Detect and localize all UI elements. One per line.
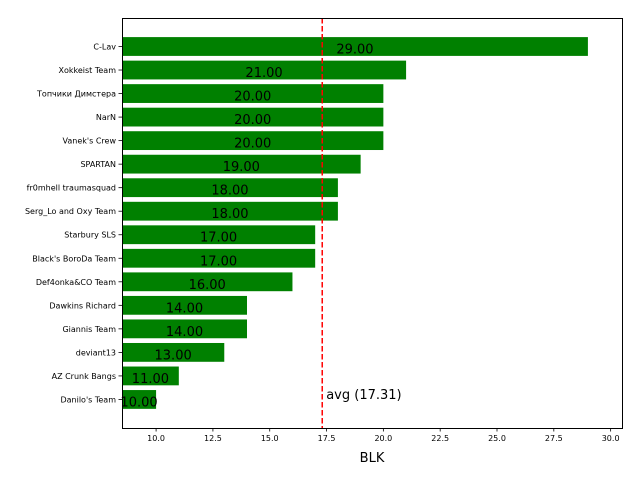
category-label: Giannis Team xyxy=(62,325,116,334)
category-label: Xokkeist Team xyxy=(59,66,117,75)
bar xyxy=(122,37,588,56)
value-label: 13.00 xyxy=(155,348,192,363)
value-label: 20.00 xyxy=(234,137,271,152)
value-label: 14.00 xyxy=(166,325,203,340)
bar xyxy=(122,366,179,386)
bar xyxy=(122,248,316,268)
category-label: NarN xyxy=(96,113,116,122)
bar xyxy=(122,342,225,362)
bar xyxy=(122,60,407,80)
value-label: 10.00 xyxy=(120,395,157,410)
category-label: Serg_Lo and Oxy Team xyxy=(25,207,116,216)
category-label: Vanek's Crew xyxy=(63,137,117,146)
category-label: C-Lav xyxy=(93,43,116,52)
value-label: 16.00 xyxy=(189,278,226,293)
x-tick-label: 15.0 xyxy=(261,434,279,443)
value-label: 11.00 xyxy=(132,372,169,387)
average-label: avg (17.31) xyxy=(326,388,401,403)
x-tick-label: 22.5 xyxy=(431,434,449,443)
bar xyxy=(122,84,384,103)
category-label: Starbury SLS xyxy=(64,231,116,240)
x-tick-label: 10.0 xyxy=(147,434,165,443)
category-label: Топчики Димстера xyxy=(36,90,116,99)
bar xyxy=(122,225,316,245)
bar xyxy=(122,154,361,174)
x-tick-label: 27.5 xyxy=(545,434,563,443)
x-tick-label: 30.0 xyxy=(602,434,620,443)
category-label: deviant13 xyxy=(76,348,116,357)
category-label: Danilo's Team xyxy=(60,395,116,404)
value-label: 18.00 xyxy=(211,207,248,222)
category-label: Dawkins Richard xyxy=(49,301,116,310)
category-label: Def4onka&CO Team xyxy=(36,278,116,287)
x-axis-label: BLK xyxy=(360,451,385,466)
value-labels: 29.00 21.00 20.00 20.00 20.00 19.00 18.00 18.00… xyxy=(120,43,373,411)
value-label: 19.00 xyxy=(223,160,260,175)
category-label: fr0mhell traumasquad xyxy=(27,184,116,193)
x-tick-label: 12.5 xyxy=(204,434,222,443)
x-tick-label: 20.0 xyxy=(374,434,392,443)
x-tick-label: 17.5 xyxy=(318,434,336,443)
bar xyxy=(122,272,293,292)
bar xyxy=(122,178,338,198)
value-label: 20.00 xyxy=(234,113,271,128)
bar xyxy=(122,107,384,127)
bar xyxy=(122,131,384,151)
category-label: AZ Crunk Bangs xyxy=(52,372,116,381)
x-tick-label: 25.0 xyxy=(488,434,506,443)
bar xyxy=(122,390,157,409)
value-label: 17.00 xyxy=(200,231,237,246)
value-label: 21.00 xyxy=(245,66,282,81)
category-label: Black's BoroDa Team xyxy=(32,254,116,263)
value-label: 29.00 xyxy=(336,43,373,58)
bar xyxy=(122,319,247,339)
bar xyxy=(122,201,338,221)
value-label: 20.00 xyxy=(234,90,271,105)
value-label: 17.00 xyxy=(200,254,237,269)
value-label: 18.00 xyxy=(211,184,248,199)
x-axis-ticks: 10.0 12.5 15.0 17.5 20.0 22.5 25.0 27.5 30.0 xyxy=(147,428,620,443)
bar xyxy=(122,295,247,315)
category-labels: C-Lav Xokkeist Team Топчики Димстера NarN Va… xyxy=(25,43,122,404)
bars-group xyxy=(122,37,588,409)
plot-frame xyxy=(122,18,623,429)
category-label: SPARTAN xyxy=(80,160,116,169)
value-label: 14.00 xyxy=(166,301,203,316)
